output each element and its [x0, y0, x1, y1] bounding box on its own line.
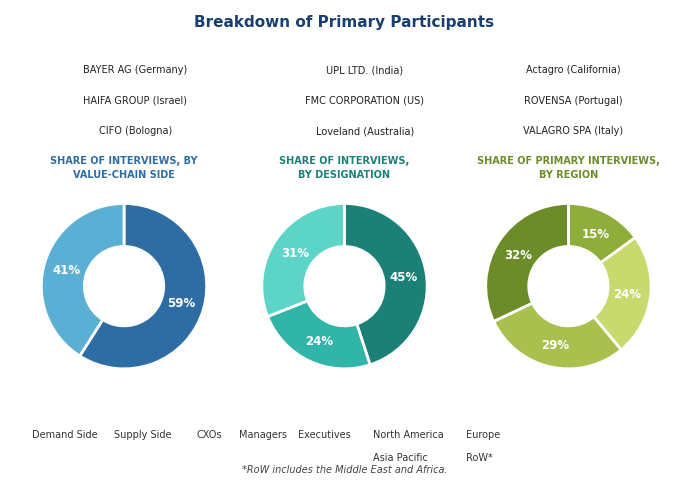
Text: 45%: 45% — [389, 271, 418, 284]
Wedge shape — [594, 238, 651, 350]
Circle shape — [531, 250, 606, 324]
Text: Supply Side: Supply Side — [114, 430, 171, 439]
Circle shape — [87, 250, 161, 324]
Text: Breakdown of Primary Participants: Breakdown of Primary Participants — [194, 15, 495, 30]
Wedge shape — [41, 204, 124, 356]
Text: ROVENSA (Portugal): ROVENSA (Portugal) — [524, 96, 622, 106]
Wedge shape — [486, 204, 568, 322]
Text: 41%: 41% — [53, 264, 81, 276]
Text: FMC CORPORATION (US): FMC CORPORATION (US) — [305, 96, 424, 106]
Text: UPL LTD. (India): UPL LTD. (India) — [327, 65, 403, 75]
Title: SHARE OF INTERVIEWS, BY
VALUE-CHAIN SIDE: SHARE OF INTERVIEWS, BY VALUE-CHAIN SIDE — [50, 156, 198, 180]
Text: HUMIC-BASED BIOSTIMULANTS MARKET: HUMIC-BASED BIOSTIMULANTS MARKET — [220, 35, 469, 45]
Text: Actagro (California): Actagro (California) — [526, 65, 620, 75]
Text: Demand Side: Demand Side — [32, 430, 98, 439]
Wedge shape — [568, 204, 635, 264]
Text: Managers: Managers — [239, 430, 287, 439]
Wedge shape — [344, 204, 427, 365]
Wedge shape — [262, 204, 344, 317]
Text: North America: North America — [373, 430, 444, 439]
Wedge shape — [267, 301, 370, 369]
Text: 24%: 24% — [613, 288, 641, 300]
Text: 29%: 29% — [542, 338, 570, 351]
Text: BAYER AG (Germany): BAYER AG (Germany) — [83, 65, 187, 75]
Text: 24%: 24% — [305, 334, 333, 347]
Text: Executives: Executives — [298, 430, 351, 439]
Text: HAIFA GROUP (Israel): HAIFA GROUP (Israel) — [83, 96, 187, 106]
Wedge shape — [80, 204, 207, 369]
Text: CXOs: CXOs — [196, 430, 222, 439]
Text: RoW*: RoW* — [466, 452, 493, 462]
Wedge shape — [493, 303, 621, 369]
Text: CIFO (Bologna): CIFO (Bologna) — [99, 126, 172, 136]
Text: Asia Pacific: Asia Pacific — [373, 452, 429, 462]
Title: SHARE OF PRIMARY INTERVIEWS,
BY REGION: SHARE OF PRIMARY INTERVIEWS, BY REGION — [477, 156, 660, 180]
Text: VALAGRO SPA (Italy): VALAGRO SPA (Italy) — [523, 126, 623, 136]
Title: SHARE OF INTERVIEWS,
BY DESIGNATION: SHARE OF INTERVIEWS, BY DESIGNATION — [279, 156, 410, 180]
Text: 32%: 32% — [504, 248, 532, 261]
Text: 31%: 31% — [281, 247, 309, 260]
Text: *RoW includes the Middle East and Africa.: *RoW includes the Middle East and Africa… — [242, 464, 447, 474]
Text: Loveland (Australia): Loveland (Australia) — [316, 126, 414, 136]
Circle shape — [307, 250, 382, 324]
Text: Europe: Europe — [466, 430, 501, 439]
Text: 59%: 59% — [167, 297, 195, 310]
Text: 15%: 15% — [582, 227, 610, 240]
